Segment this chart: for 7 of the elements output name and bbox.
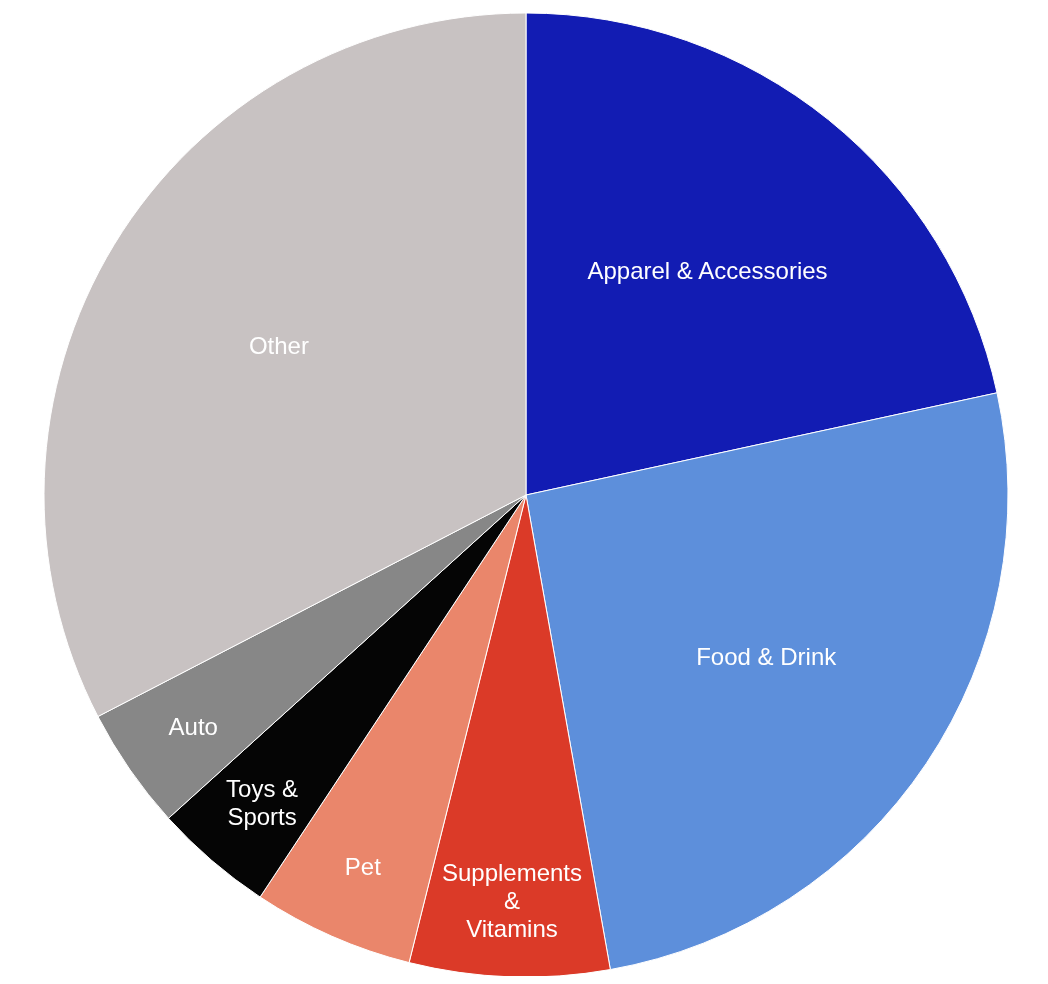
slice-label: Other <box>248 331 309 359</box>
slice-label: Toys & Sports <box>226 774 299 830</box>
slice-label: Food & Drink <box>696 642 838 670</box>
slice-label: Auto <box>168 712 218 740</box>
slice-label: Apparel & Accessories <box>587 256 828 284</box>
slice-label: Pet <box>344 852 382 880</box>
slice-label: Supplements & Vitamins <box>441 858 583 942</box>
